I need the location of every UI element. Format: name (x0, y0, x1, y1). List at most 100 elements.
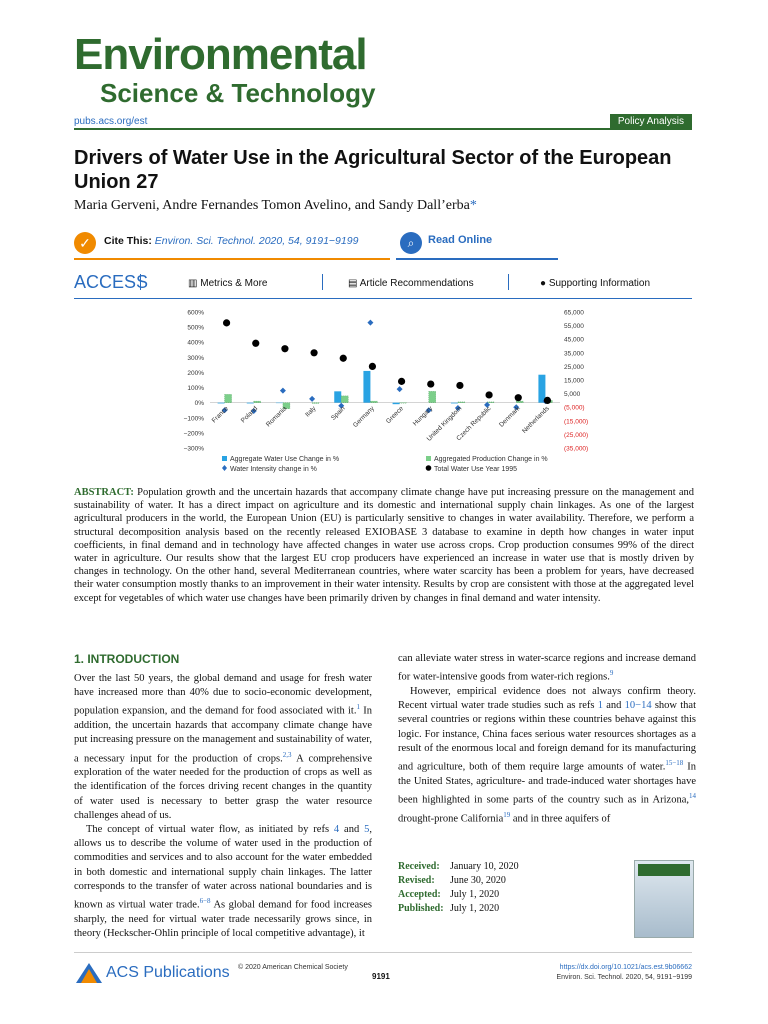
citation-link[interactable]: 19 (503, 810, 511, 819)
x-category-label: Greece (385, 405, 405, 425)
citation-link[interactable]: 2,3 (282, 750, 292, 759)
x-category-label: Poland (240, 405, 260, 425)
citation-link[interactable]: 1 (356, 703, 360, 712)
authors-text: Maria Gerveni, Andre Fernandes Tomon Ave… (74, 198, 470, 213)
citation-link[interactable]: 1 (597, 700, 603, 712)
y-tick-label-left: 200% (187, 370, 204, 377)
bar-production-change (311, 402, 320, 404)
copyright-notice: © 2020 American Chemical Society (238, 964, 348, 971)
y-tick-label-right: 65,000 (564, 310, 584, 317)
y-tick-label-left: 500% (187, 325, 204, 332)
section-heading-introduction: 1. INTRODUCTION (74, 652, 180, 666)
marker-water-intensity (367, 319, 374, 326)
cite-label: Cite This: (104, 235, 152, 247)
x-category-label: Hungary (412, 405, 435, 428)
marker-water-intensity (221, 407, 228, 414)
recommendations-link[interactable]: ▤ Article Recommendations (348, 278, 474, 289)
cite-volume-link[interactable]: 2020, 54, 9191−9199 (258, 235, 359, 247)
document-icon: ▤ (348, 278, 358, 289)
bar-production-change (457, 401, 466, 403)
y-tick-label-right: 15,000 (564, 378, 584, 385)
magnifier-icon: ⌕ (400, 232, 422, 254)
legend-label: Aggregate Water Use Change in % (230, 456, 339, 463)
citation-link[interactable]: 14 (689, 791, 696, 800)
citation-link[interactable]: 4 (333, 824, 340, 836)
marker-water-intensity (484, 401, 491, 408)
left-column: Over the last 50 years, the global deman… (74, 672, 372, 941)
right-column: can alleviate water stress in water-scar… (398, 652, 696, 826)
journal-url-link[interactable]: pubs.acs.org/est (74, 116, 148, 127)
legend-swatch (222, 456, 227, 461)
dot-total-water-1995 (397, 377, 406, 385)
dot-total-water-1995 (427, 380, 435, 388)
abstract-text: Population growth and the uncertain haza… (74, 487, 694, 604)
y-tick-label-left: 400% (187, 340, 204, 347)
dot-total-water-1995 (222, 319, 231, 327)
nav-separator (508, 274, 509, 290)
legend-swatch (425, 465, 432, 471)
check-icon: ✓ (74, 232, 96, 254)
supporting-info-link[interactable]: ● Supporting Information (540, 278, 650, 289)
x-category-label: Romania (265, 405, 289, 429)
legend-label: Water Intensity change in % (230, 466, 317, 473)
journal-cover-image (634, 860, 694, 938)
access-divider (74, 298, 692, 299)
y-tick-label-right: 25,000 (564, 364, 584, 371)
footer-citation: Environ. Sci. Technol. 2020, 54, 9191−91… (556, 974, 693, 981)
read-online-button[interactable]: ⌕ Read Online (396, 226, 558, 260)
dot-total-water-1995 (339, 354, 347, 362)
x-category-label: France (211, 405, 231, 425)
metrics-label: Metrics & More (200, 278, 268, 289)
bar-aggregate-water-use (334, 391, 342, 403)
recommendations-label: Article Recommendations (359, 278, 474, 289)
x-category-label: Italy (304, 405, 318, 419)
citation-link[interactable]: 9 (609, 669, 614, 678)
bar-production-change (486, 401, 495, 403)
nav-separator (322, 274, 323, 290)
water-use-chart: 600% 500% 400% 300% 200% 100% 0% −100% −200% −300… (184, 310, 589, 474)
metrics-link[interactable]: ▥ Metrics & More (188, 278, 267, 289)
x-category-label: Spain (330, 405, 347, 422)
citation-link[interactable]: 15−18 (665, 758, 684, 767)
bar-production-change (341, 395, 349, 403)
dot-total-water-1995 (281, 345, 289, 353)
section-badge: Policy Analysis (609, 114, 692, 129)
y-tick-label-left: −300% (184, 446, 205, 453)
y-tick-label-right: (35,000) (564, 446, 588, 453)
bar-production-change (224, 394, 232, 403)
supporting-info-label: Supporting Information (548, 278, 650, 289)
paragraph: can alleviate water stress in water-scar… (398, 653, 696, 683)
y-tick-label-right: 35,000 (564, 350, 584, 357)
cite-this-text: Cite This: Environ. Sci. Technol. 2020, … (104, 235, 358, 247)
y-tick-label-left: 300% (187, 355, 204, 362)
publication-dates: Received: January 10, 2020 Revised: June 3… (398, 861, 519, 914)
y-tick-label-right: 55,000 (564, 323, 584, 330)
y-tick-label-left: −100% (184, 415, 205, 422)
marker-water-intensity (279, 387, 286, 394)
y-tick-label-right: (25,000) (564, 432, 588, 439)
publisher-name: ACS Publications (106, 964, 230, 981)
citation-link[interactable]: 5 (364, 824, 370, 836)
cite-this-box[interactable]: ✓ Cite This: Environ. Sci. Technol. 2020… (74, 226, 390, 260)
citation-link[interactable]: 6−8 (199, 897, 211, 906)
paragraph: However, empirical evidence does not alw… (398, 685, 696, 825)
read-online-label: Read Online (428, 234, 493, 246)
bar-chart-icon: ▥ (188, 278, 198, 289)
dot-total-water-1995 (514, 394, 522, 402)
bar-aggregate-water-use (538, 374, 546, 403)
bar-aggregate-water-use (363, 370, 371, 403)
legend-label: Aggregated Production Change in % (434, 456, 548, 463)
x-category-label: Denmark (498, 405, 522, 429)
x-category-label: Germany (352, 405, 376, 429)
y-tick-label-right: (15,000) (564, 418, 588, 425)
marker-water-intensity (338, 402, 345, 409)
marker-water-intensity (425, 407, 432, 414)
nav-separator (140, 274, 141, 290)
cite-journal-link[interactable]: Environ. Sci. Technol. (154, 235, 256, 247)
footer-divider (74, 952, 692, 953)
y-tick-label-right: (5,000) (564, 405, 585, 412)
journal-logo-environmental: Environmental (74, 30, 368, 79)
doi-link[interactable]: https://dx.doi.org/10.1021/acs.est.9b066… (559, 964, 692, 971)
corresponding-author-mark[interactable]: * (469, 198, 477, 213)
citation-link[interactable]: 10−14 (624, 700, 652, 712)
